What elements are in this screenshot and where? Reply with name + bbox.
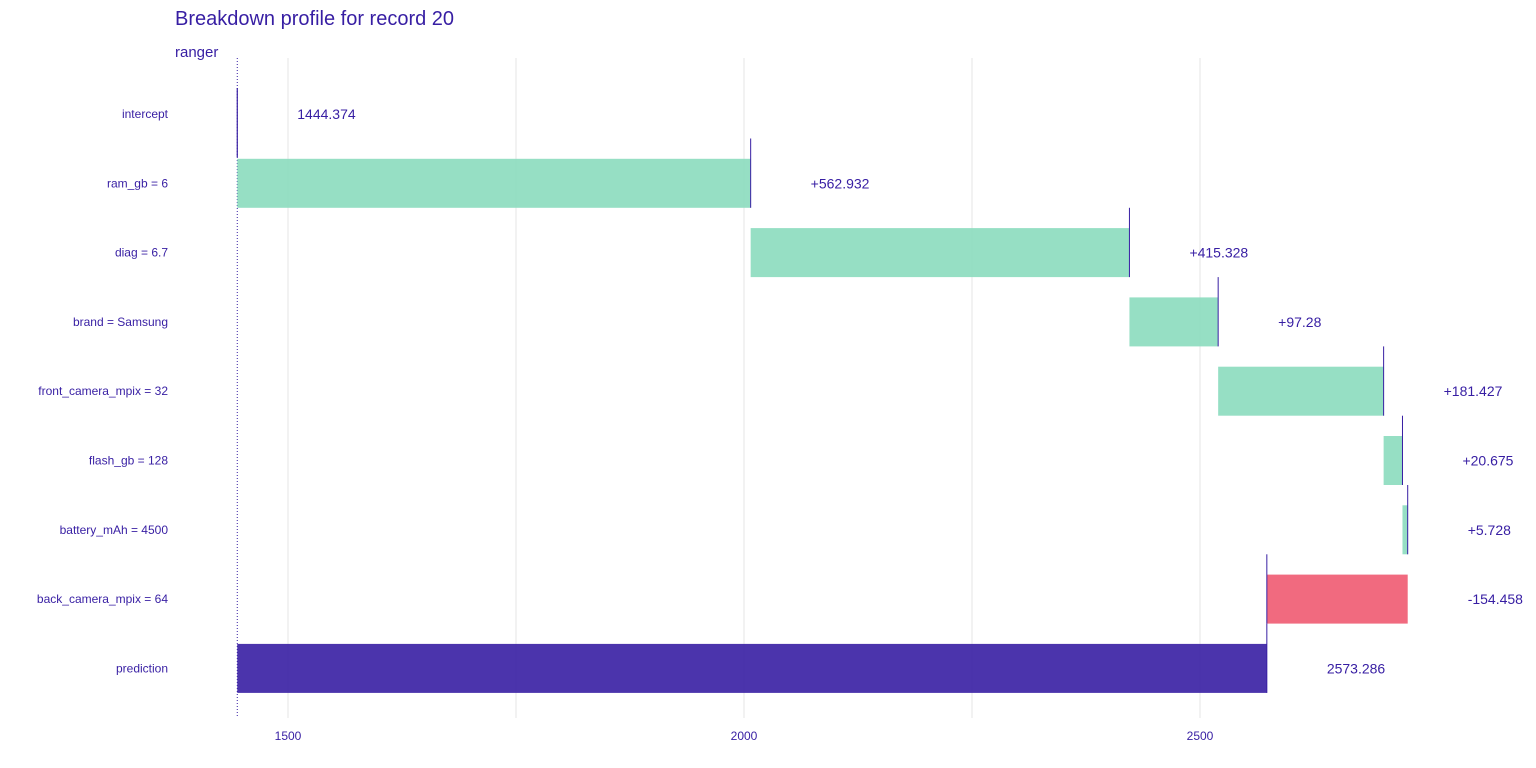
contribution-bar: [1218, 366, 1384, 416]
row-label: prediction: [116, 661, 168, 675]
row-label: intercept: [122, 107, 169, 121]
value-label: 2573.286: [1327, 660, 1386, 676]
x-tick-label: 2000: [731, 729, 758, 743]
row-label: diag = 6.7: [115, 246, 168, 260]
contribution-bar: [237, 158, 751, 208]
chart-subtitle: ranger: [175, 44, 218, 61]
row-label: battery_mAh = 4500: [60, 523, 169, 537]
chart-title: Breakdown profile for record 20: [175, 8, 454, 30]
row-label: ram_gb = 6: [107, 176, 168, 190]
contribution-bar: [750, 228, 1130, 278]
row-label: front_camera_mpix = 32: [38, 384, 168, 398]
value-label: +415.328: [1189, 245, 1248, 261]
prediction-bar: [237, 643, 1267, 693]
contribution-bar: [1383, 436, 1403, 485]
value-label: +20.675: [1462, 453, 1513, 469]
row-labels: intercept 1444.374 ram_gb = 6 +562.932 diag …: [37, 106, 1523, 676]
value-label: +562.932: [811, 175, 870, 191]
row-label: back_camera_mpix = 64: [37, 592, 168, 606]
value-label: 1444.374: [297, 106, 356, 122]
x-tick-label: 2500: [1187, 729, 1214, 743]
x-axis-ticks: 1500 2000 2500: [275, 729, 1214, 743]
bars: [236, 88, 1409, 693]
contribution-bar: [1266, 574, 1408, 624]
value-label: +5.728: [1468, 522, 1511, 538]
x-tick-label: 1500: [275, 729, 302, 743]
row-label: flash_gb = 128: [89, 454, 168, 468]
row-label: brand = Samsung: [73, 315, 168, 329]
contribution-bar: [1402, 505, 1408, 555]
value-label: +97.28: [1278, 314, 1321, 330]
contribution-bar: [1129, 297, 1219, 347]
value-label: -154.458: [1468, 591, 1523, 607]
value-label: +181.427: [1444, 383, 1503, 399]
grid-lines: [236, 58, 1201, 718]
